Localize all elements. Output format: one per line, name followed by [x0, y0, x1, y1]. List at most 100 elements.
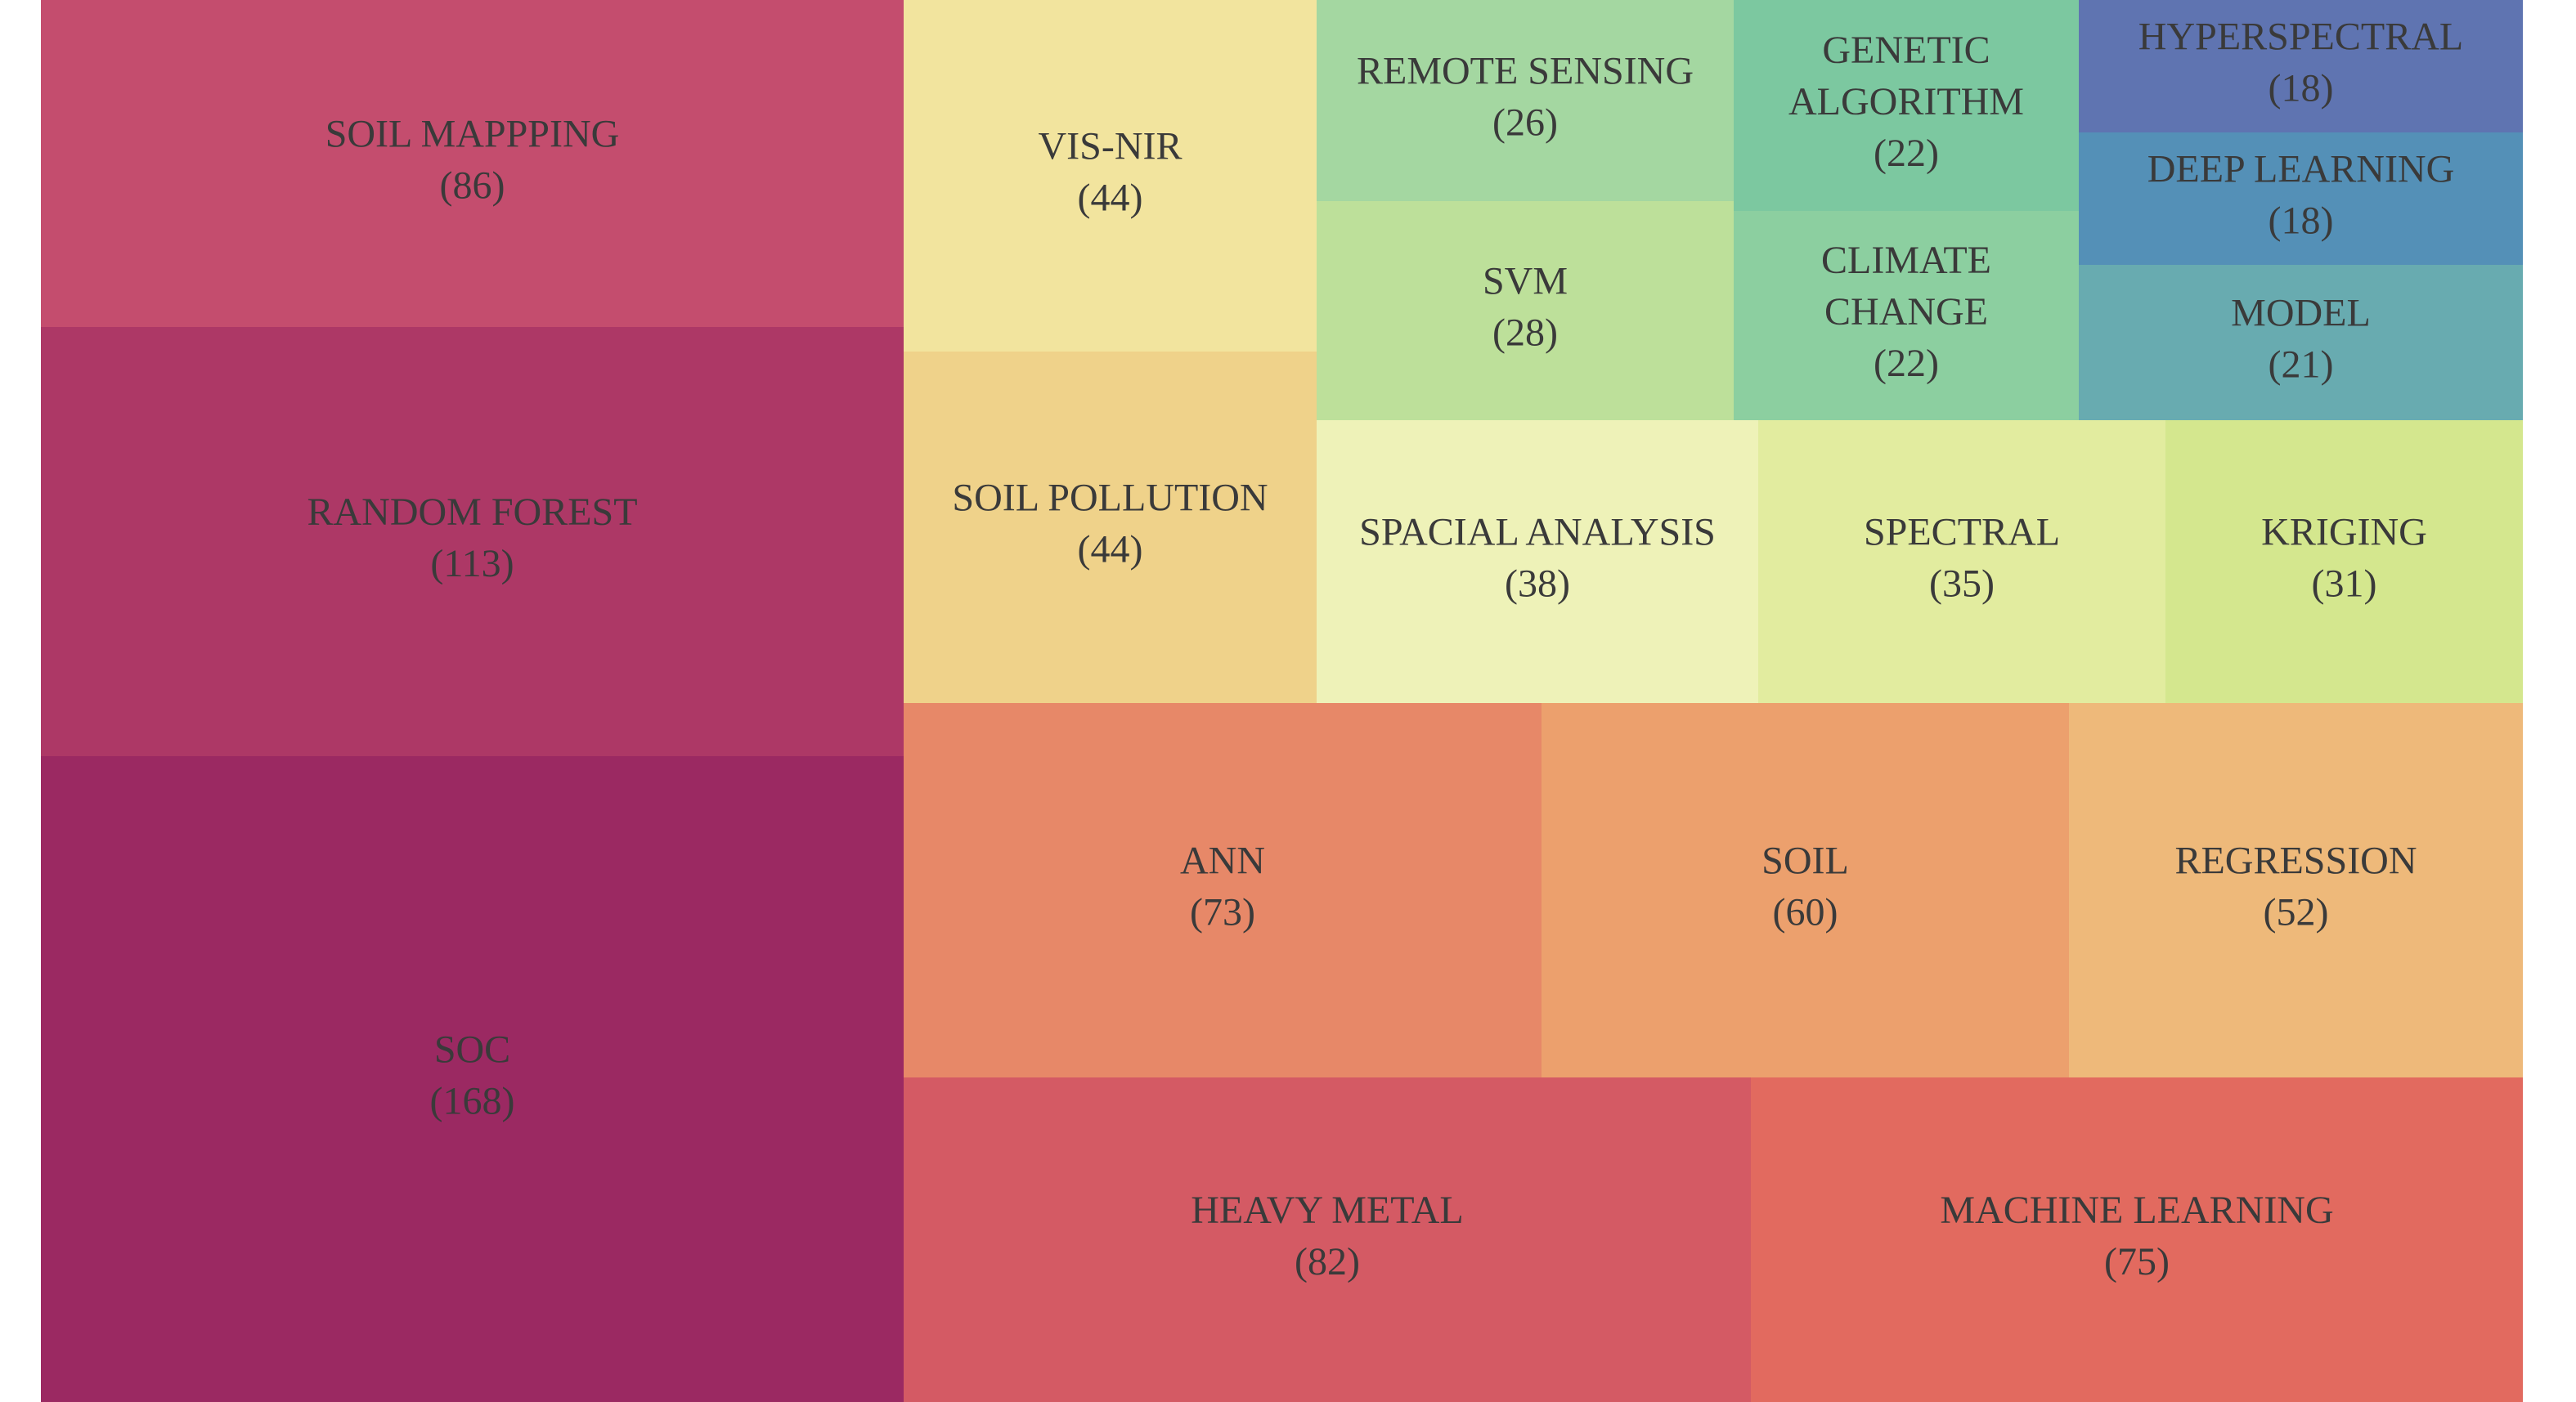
tile-vis-nir: VIS-NIR (44)	[904, 0, 1317, 352]
tile-value-machine-learning: (75)	[2104, 1240, 2170, 1283]
tile-name-soc: SOC	[434, 1028, 510, 1072]
tile-label-remote-sensing: REMOTE SENSING (26)	[1357, 50, 1694, 145]
tile-svm: SVM (28)	[1317, 201, 1734, 420]
tile-name-model: MODEL	[2231, 292, 2371, 335]
tile-value-remote-sensing: (26)	[1492, 101, 1558, 145]
tile-label-svm: SVM (28)	[1483, 260, 1568, 355]
tile-value-hyperspectral: (18)	[2269, 67, 2334, 110]
tile-label-soc: SOC (168)	[430, 1028, 515, 1123]
tile-value-soc: (168)	[430, 1080, 515, 1123]
tile-name-vis-nir: VIS-NIR	[1039, 125, 1183, 168]
tile-label-hyperspectral: HYPERSPECTRAL (18)	[2138, 16, 2463, 110]
tile-value-ann: (73)	[1190, 891, 1255, 934]
tile-name-heavy-metal: HEAVY METAL	[1191, 1189, 1463, 1232]
tile-genetic-algorithm: GENETIC ALGORITHM (22)	[1734, 0, 2079, 211]
tile-kriging: KRIGING (31)	[2165, 420, 2523, 703]
tile-value-regression: (52)	[2264, 891, 2329, 934]
tile-name-climate-change: CLIMATE	[1821, 239, 1991, 282]
tile-name-ann: ANN	[1180, 840, 1265, 883]
tile-value-heavy-metal: (82)	[1295, 1240, 1360, 1283]
tile-name-soil: SOIL	[1761, 840, 1849, 883]
tile-name-remote-sensing: REMOTE SENSING	[1357, 50, 1694, 93]
tile-rect-climate-change	[1734, 211, 2079, 420]
tile-soil: SOIL (60)	[1542, 703, 2069, 1077]
tile-value-vis-nir: (44)	[1078, 177, 1143, 220]
tile-name-regression: REGRESSION	[2174, 840, 2417, 883]
tile-name-spacial-analysis: SPACIAL ANALYSIS	[1359, 511, 1716, 554]
tile-rect-machine-learning	[1751, 1077, 2523, 1402]
tile-soil-pollution: SOIL POLLUTION (44)	[904, 352, 1317, 703]
tile-remote-sensing: REMOTE SENSING (26)	[1317, 0, 1734, 201]
tile-label-ann: ANN (73)	[1180, 840, 1265, 934]
tile-label-climate-change: CLIMATE CHANGE (22)	[1821, 239, 1991, 385]
tile-label-spectral: SPECTRAL (35)	[1864, 511, 2060, 606]
tile-rect-regression	[2069, 703, 2523, 1077]
tile-label-soil-pollution: SOIL POLLUTION (44)	[952, 477, 1268, 571]
tile-rect-kriging	[2165, 420, 2523, 703]
tile-name-deep-learning: DEEP LEARNING	[2147, 148, 2455, 191]
tile-name-soil-mappping: SOIL MAPPPING	[325, 113, 620, 156]
tile-name-climate-change: CHANGE	[1824, 290, 1988, 334]
tile-value-spacial-analysis: (38)	[1505, 562, 1570, 606]
tile-rect-deep-learning	[2079, 132, 2523, 265]
tile-name-genetic-algorithm: ALGORITHM	[1788, 80, 2024, 123]
tile-label-soil: SOIL (60)	[1761, 840, 1849, 934]
tile-soil-mappping: SOIL MAPPPING (86)	[41, 0, 904, 327]
tile-value-climate-change: (22)	[1874, 342, 1939, 385]
tile-label-vis-nir: VIS-NIR (44)	[1039, 125, 1183, 220]
tile-machine-learning: MACHINE LEARNING (75)	[1751, 1077, 2523, 1402]
tile-rect-spectral	[1758, 420, 2165, 703]
tile-regression: REGRESSION (52)	[2069, 703, 2523, 1077]
tile-value-kriging: (31)	[2312, 562, 2377, 606]
tile-name-machine-learning: MACHINE LEARNING	[1940, 1189, 2333, 1232]
tile-value-deep-learning: (18)	[2269, 199, 2334, 243]
tile-label-heavy-metal: HEAVY METAL (82)	[1191, 1189, 1463, 1283]
tile-label-deep-learning: DEEP LEARNING (18)	[2147, 148, 2455, 243]
tile-name-random-forest: RANDOM FOREST	[307, 490, 637, 534]
tile-value-soil-mappping: (86)	[440, 164, 505, 208]
tile-name-kriging: KRIGING	[2261, 511, 2427, 554]
tile-label-genetic-algorithm: GENETIC ALGORITHM (22)	[1788, 29, 2024, 175]
tile-model: MODEL (21)	[2079, 265, 2523, 420]
tile-label-kriging: KRIGING (31)	[2261, 511, 2427, 606]
tile-rect-spacial-analysis	[1317, 420, 1758, 703]
tile-climate-change: CLIMATE CHANGE (22)	[1734, 211, 2079, 420]
tile-name-hyperspectral: HYPERSPECTRAL	[2138, 16, 2463, 59]
tile-rect-soil	[1542, 703, 2069, 1077]
tile-rect-soc	[41, 756, 904, 1402]
tile-value-svm: (28)	[1492, 311, 1558, 355]
tile-rect-model	[2079, 265, 2523, 420]
tile-spectral: SPECTRAL (35)	[1758, 420, 2165, 703]
tile-rect-remote-sensing	[1317, 0, 1734, 201]
tile-rect-heavy-metal	[904, 1077, 1751, 1402]
tile-value-random-forest: (113)	[430, 542, 514, 585]
tile-rect-vis-nir	[904, 0, 1317, 352]
tile-rect-svm	[1317, 201, 1734, 420]
tile-name-spectral: SPECTRAL	[1864, 511, 2060, 554]
tile-value-spectral: (35)	[1929, 562, 1995, 606]
tile-label-spacial-analysis: SPACIAL ANALYSIS (38)	[1359, 511, 1716, 606]
tile-rect-genetic-algorithm	[1734, 0, 2079, 211]
tile-rect-ann	[904, 703, 1542, 1077]
tile-value-model: (21)	[2269, 343, 2334, 387]
tile-name-soil-pollution: SOIL POLLUTION	[952, 477, 1268, 520]
tile-rect-random-forest	[41, 327, 904, 756]
tile-label-random-forest: RANDOM FOREST (113)	[307, 490, 637, 585]
tile-random-forest: RANDOM FOREST (113)	[41, 327, 904, 756]
tile-soc: SOC (168)	[41, 756, 904, 1402]
tile-label-model: MODEL (21)	[2231, 292, 2371, 387]
tile-label-soil-mappping: SOIL MAPPPING (86)	[325, 113, 620, 208]
tile-label-machine-learning: MACHINE LEARNING (75)	[1940, 1189, 2333, 1283]
tile-value-soil-pollution: (44)	[1078, 528, 1143, 571]
tile-spacial-analysis: SPACIAL ANALYSIS (38)	[1317, 420, 1758, 703]
tile-rect-hyperspectral	[2079, 0, 2523, 132]
tile-heavy-metal: HEAVY METAL (82)	[904, 1077, 1751, 1402]
tile-value-soil: (60)	[1773, 891, 1838, 934]
tile-name-svm: SVM	[1483, 260, 1568, 303]
tile-rect-soil-mappping	[41, 0, 904, 327]
tile-name-genetic-algorithm: GENETIC	[1822, 29, 1990, 72]
tile-hyperspectral: HYPERSPECTRAL (18)	[2079, 0, 2523, 132]
tile-value-genetic-algorithm: (22)	[1874, 132, 1939, 175]
tile-ann: ANN (73)	[904, 703, 1542, 1077]
